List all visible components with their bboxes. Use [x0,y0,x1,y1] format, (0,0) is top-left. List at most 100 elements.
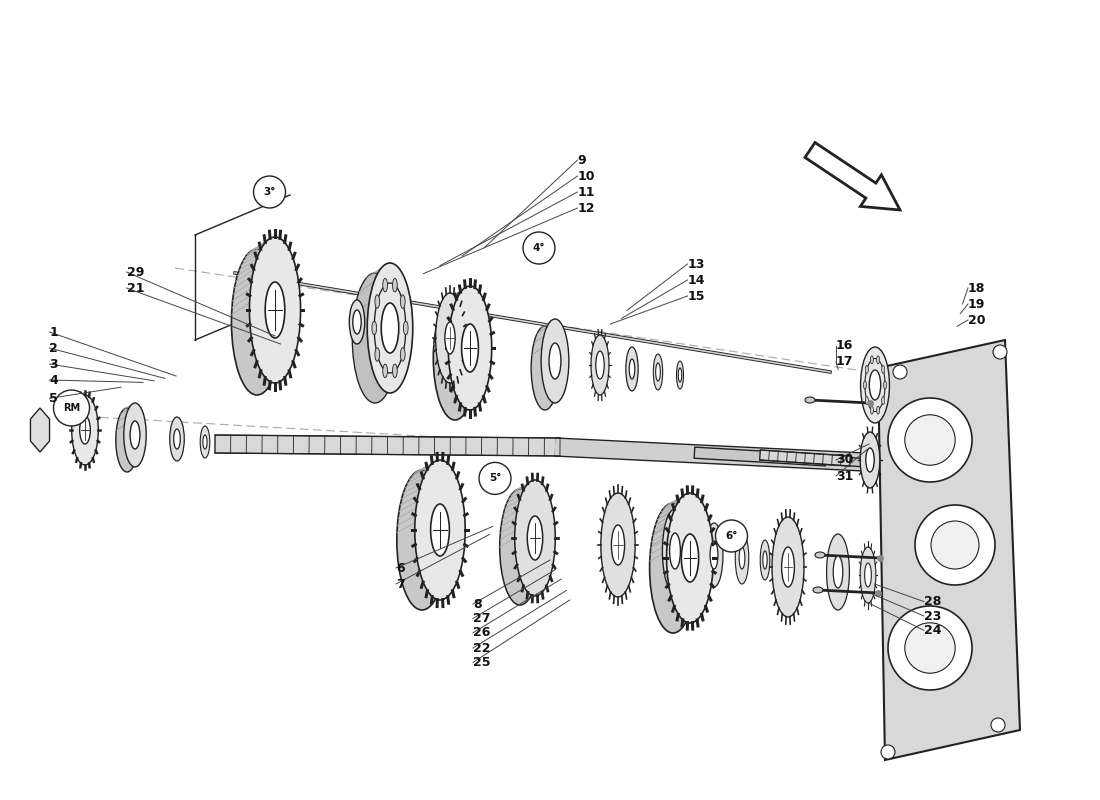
Ellipse shape [881,366,884,374]
Text: 4°: 4° [532,243,546,253]
Ellipse shape [866,448,874,472]
Ellipse shape [670,533,681,569]
Ellipse shape [541,319,569,403]
Circle shape [522,232,556,264]
Text: 21: 21 [126,282,144,294]
Text: 20: 20 [968,314,986,326]
Ellipse shape [815,552,825,558]
Ellipse shape [735,532,749,584]
Ellipse shape [760,540,770,580]
Text: 7: 7 [396,578,405,590]
Ellipse shape [436,293,464,383]
Text: 28: 28 [924,595,942,608]
Ellipse shape [865,358,886,411]
Text: 27: 27 [473,612,491,625]
Ellipse shape [877,356,880,364]
Ellipse shape [883,381,887,389]
Text: 13: 13 [688,258,705,270]
Circle shape [893,365,907,379]
Ellipse shape [367,263,412,393]
Text: 9: 9 [578,154,586,166]
Circle shape [991,718,1005,732]
Circle shape [931,521,979,569]
Text: 12: 12 [578,202,595,214]
Ellipse shape [864,381,867,389]
Ellipse shape [739,547,745,569]
Ellipse shape [596,351,604,379]
Ellipse shape [169,417,185,461]
Ellipse shape [231,249,283,395]
Text: 25: 25 [473,656,491,669]
Ellipse shape [813,587,823,593]
Ellipse shape [499,489,540,605]
Ellipse shape [866,397,868,405]
Ellipse shape [200,426,210,458]
Text: 30: 30 [836,454,854,466]
Circle shape [888,398,972,482]
FancyArrow shape [805,142,900,210]
Ellipse shape [860,432,880,488]
Polygon shape [214,435,560,456]
Ellipse shape [650,503,696,633]
Text: 1: 1 [50,326,58,338]
Text: 11: 11 [578,186,595,198]
Ellipse shape [833,556,843,588]
Text: RM: RM [63,403,80,413]
Text: 23: 23 [924,610,942,622]
Circle shape [715,520,748,552]
Circle shape [993,345,1007,359]
Ellipse shape [202,435,207,449]
Text: 31: 31 [836,470,854,482]
Ellipse shape [382,303,398,353]
Ellipse shape [352,273,398,403]
Text: 5°: 5° [488,474,502,483]
Text: 26: 26 [473,626,491,639]
Ellipse shape [652,516,678,600]
Text: 5: 5 [50,392,58,405]
Text: 24: 24 [924,624,942,637]
Circle shape [888,606,972,690]
Ellipse shape [612,525,625,565]
Ellipse shape [865,563,871,587]
Ellipse shape [404,322,408,334]
Ellipse shape [881,397,884,405]
Ellipse shape [250,237,300,383]
Text: 16: 16 [836,339,854,352]
Ellipse shape [375,348,379,362]
Ellipse shape [676,361,683,389]
Text: 10: 10 [578,170,595,182]
Text: 6°: 6° [725,531,738,541]
Circle shape [253,176,286,208]
Ellipse shape [601,493,635,597]
Text: 18: 18 [968,282,986,294]
Circle shape [915,505,996,585]
Ellipse shape [869,370,881,400]
Ellipse shape [629,359,635,379]
Ellipse shape [174,429,180,449]
Ellipse shape [527,516,542,560]
Text: 17: 17 [836,355,854,368]
Ellipse shape [662,509,688,593]
Text: 2: 2 [50,342,58,354]
Text: 6: 6 [396,562,405,574]
Ellipse shape [860,347,890,423]
Ellipse shape [400,348,405,362]
Ellipse shape [877,406,880,414]
Ellipse shape [866,366,868,374]
Ellipse shape [433,296,476,420]
Ellipse shape [515,480,556,596]
Ellipse shape [374,283,406,373]
Polygon shape [878,340,1020,760]
Text: 22: 22 [473,642,491,654]
Circle shape [881,745,895,759]
Ellipse shape [653,354,662,390]
Ellipse shape [656,363,660,381]
Ellipse shape [353,310,361,334]
Ellipse shape [626,347,638,391]
Ellipse shape [415,460,465,600]
Text: 8: 8 [473,598,482,610]
Ellipse shape [870,356,873,364]
Ellipse shape [372,322,376,334]
Ellipse shape [449,286,492,410]
Ellipse shape [705,523,723,587]
